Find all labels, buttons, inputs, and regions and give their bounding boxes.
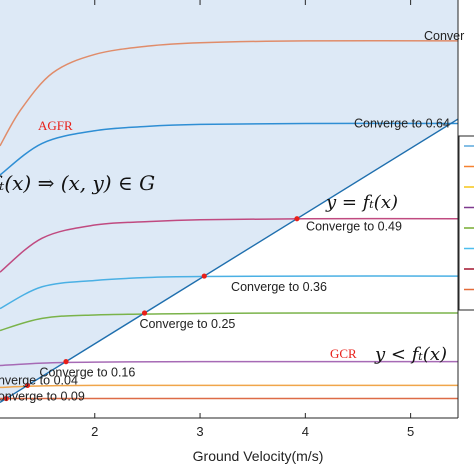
converge-label: Conver <box>424 29 464 43</box>
intersection-marker-0_36 <box>201 273 207 279</box>
series-line-0_16 <box>0 360 458 367</box>
converge-label: Converge to 0.49 <box>306 220 402 234</box>
series-line-0_64 <box>0 122 458 176</box>
x-axis-title: Ground Velocity(m/s) <box>193 448 324 464</box>
converge-label: Converge to 0.04 <box>0 374 78 388</box>
converge-label: Converge to 0.09 <box>0 389 85 403</box>
x-tick-label: 5 <box>407 424 414 439</box>
series-line-0_25 <box>0 312 458 332</box>
converge-label: Converge to 0.25 <box>139 317 235 331</box>
x-tick-label: 4 <box>302 424 309 439</box>
x-ticks: 2 3 4 5 <box>91 0 414 439</box>
legend-swatches <box>464 145 474 291</box>
intersection-marker-0_49 <box>294 216 300 222</box>
series-line-0_36 <box>0 275 458 310</box>
plot-area <box>0 0 458 404</box>
x-tick-label: 2 <box>91 424 98 439</box>
converge-labels: Converge to 0.04Converge to 0.09 Converge… <box>0 29 464 404</box>
boundary-line <box>0 118 458 404</box>
legend-box <box>458 135 474 311</box>
series-line-0_81 <box>0 39 458 147</box>
intersection-marker-0_25 <box>141 310 148 316</box>
set-rule-annotation: fₜ(x) ⇒ (x, y) ∈ G <box>0 171 155 195</box>
converge-label: Converge to 0.64 <box>354 116 450 130</box>
boundary-equation: y = fₜ(x) <box>325 192 398 213</box>
legend <box>458 135 474 311</box>
gcr-equation: y < fₜ(x) <box>374 344 447 365</box>
intersection-marker-0_09 <box>24 382 31 389</box>
intersection-marker-0_16 <box>63 359 69 365</box>
marker-layer <box>3 216 300 402</box>
x-tick-label: 3 <box>196 424 203 439</box>
gcr-label: GCR <box>330 346 357 361</box>
series-layer <box>0 39 458 400</box>
converge-label: Converge to 0.16 <box>39 366 135 380</box>
series-line-0_49 <box>0 217 458 273</box>
agfr-label: AGFR <box>38 118 73 133</box>
converge-label: Converge to 0.36 <box>231 280 327 294</box>
agfr-region <box>0 0 458 403</box>
intersection-marker-0_04 <box>3 395 9 402</box>
series-line-0_09 <box>0 384 458 389</box>
